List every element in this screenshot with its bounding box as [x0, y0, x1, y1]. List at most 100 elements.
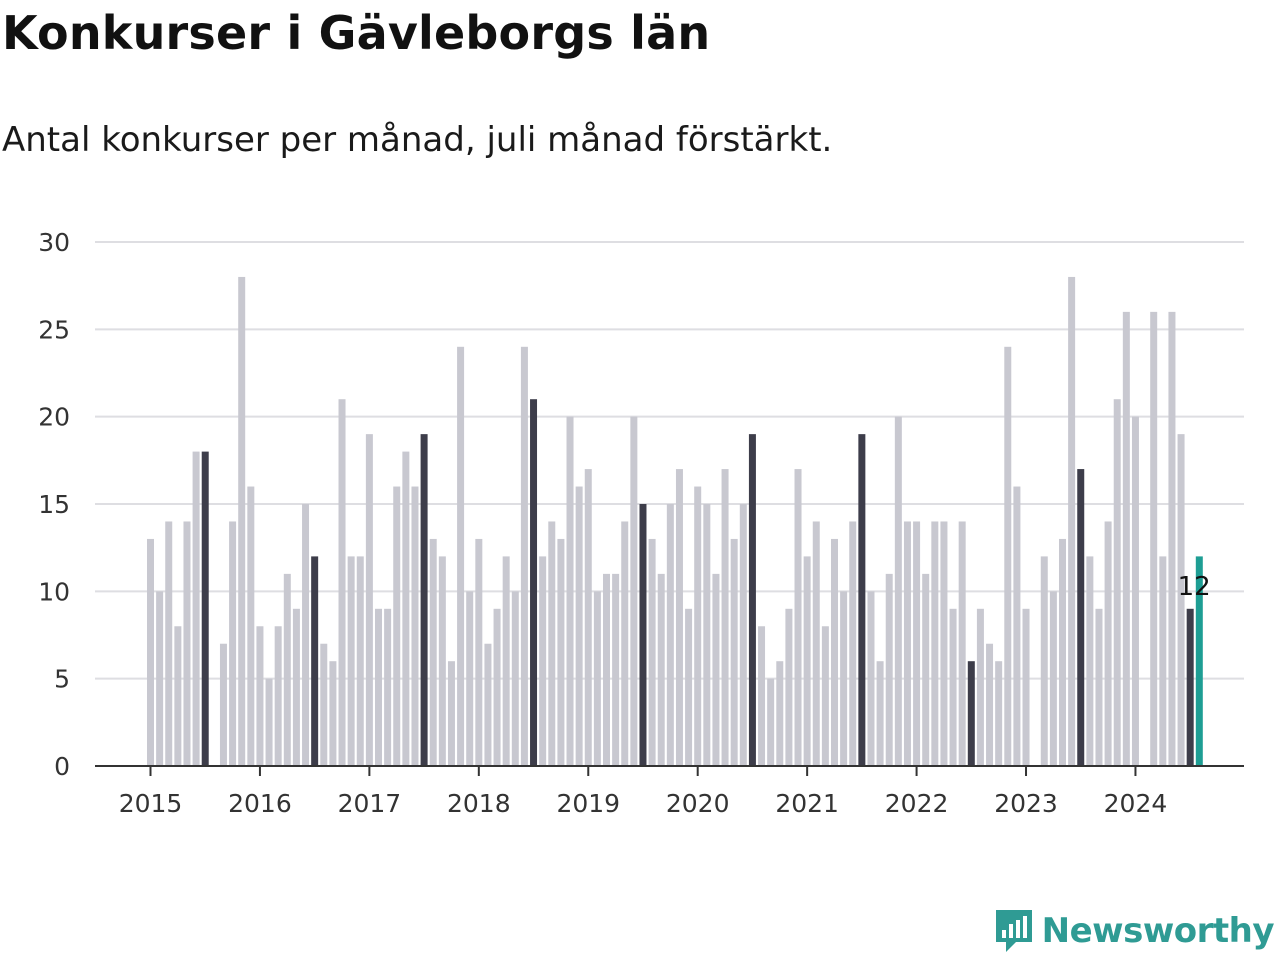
bar — [566, 416, 574, 766]
bar — [229, 521, 237, 766]
x-tick-label: 2020 — [666, 789, 730, 818]
bar — [393, 486, 401, 766]
bar — [1168, 311, 1176, 766]
bar — [219, 643, 227, 766]
bar — [903, 521, 911, 766]
bar — [748, 434, 756, 766]
bar — [1150, 311, 1158, 766]
bar — [165, 521, 173, 766]
bar — [812, 521, 820, 766]
bar — [156, 591, 164, 766]
bar — [666, 504, 674, 766]
bar — [1022, 608, 1030, 766]
bar — [1004, 346, 1012, 766]
bar — [730, 538, 738, 766]
bar — [958, 521, 966, 766]
chart-title: Konkurser i Gävleborgs län — [2, 6, 711, 60]
bar — [1049, 591, 1057, 766]
bar — [338, 399, 346, 766]
bar — [320, 643, 328, 766]
bar — [147, 538, 154, 766]
bar — [530, 399, 538, 766]
bar — [913, 521, 921, 766]
x-tick-label: 2017 — [338, 789, 402, 818]
bar — [894, 416, 902, 766]
y-tick-label: 30 — [38, 228, 70, 257]
bar — [1195, 556, 1203, 766]
bar — [831, 538, 838, 766]
bar — [283, 573, 291, 766]
bar — [548, 521, 556, 766]
x-tick-label: 2022 — [885, 789, 949, 818]
bar — [584, 469, 592, 766]
bar — [885, 573, 893, 766]
bar — [1059, 538, 1066, 766]
bar — [520, 346, 528, 766]
bar — [949, 608, 957, 766]
bar — [603, 573, 610, 766]
bar — [493, 608, 501, 766]
bar — [466, 591, 474, 766]
bar — [1131, 416, 1139, 766]
bar — [685, 608, 693, 766]
bar — [1186, 608, 1194, 766]
bar — [922, 573, 930, 766]
bar — [511, 591, 519, 766]
bar — [1104, 521, 1112, 766]
logo-bar-4 — [1022, 916, 1027, 938]
bar — [703, 504, 711, 766]
bar — [575, 486, 583, 766]
bar — [1077, 469, 1085, 766]
bar — [1040, 556, 1048, 766]
bar — [630, 416, 638, 766]
y-tick-label: 10 — [38, 577, 70, 606]
bar — [657, 573, 665, 766]
bar — [347, 556, 355, 766]
bar — [803, 556, 811, 766]
bar — [365, 434, 373, 766]
bar — [557, 538, 565, 766]
bar — [238, 276, 246, 766]
bar — [840, 591, 848, 766]
bar — [247, 486, 255, 766]
bar — [712, 573, 720, 766]
logo-bar-2 — [1008, 924, 1013, 938]
bar — [329, 661, 337, 766]
x-tick-label: 2015 — [119, 789, 183, 818]
bar — [794, 469, 802, 766]
bar — [1086, 556, 1094, 766]
bar — [967, 661, 975, 766]
brand-logo: Newsworthy — [994, 908, 1275, 954]
bar — [256, 626, 264, 766]
y-tick-label: 5 — [54, 665, 70, 694]
bar — [767, 678, 775, 766]
bar — [539, 556, 547, 766]
logo-bar-1 — [1001, 930, 1006, 938]
bar — [785, 608, 793, 766]
newsworthy-logo-icon — [995, 910, 1032, 952]
bar — [858, 434, 866, 766]
bar — [384, 608, 392, 766]
bar — [694, 486, 702, 766]
bar — [502, 556, 510, 766]
bar — [174, 626, 182, 766]
data-label: 12 — [1178, 572, 1211, 602]
bar — [429, 538, 437, 766]
bar — [931, 521, 939, 766]
bar — [776, 661, 784, 766]
bar — [274, 626, 282, 766]
bar — [995, 661, 1003, 766]
bar — [639, 504, 647, 766]
bar — [986, 643, 994, 766]
bar — [302, 504, 310, 766]
y-tick-label: 15 — [38, 490, 70, 519]
bar — [292, 608, 300, 766]
bar — [593, 591, 601, 766]
chart-subtitle: Antal konkurser per månad, juli månad fö… — [2, 120, 833, 160]
y-tick-label: 25 — [38, 315, 70, 344]
bar — [758, 626, 766, 766]
bar — [411, 486, 419, 766]
y-tick-label: 0 — [54, 752, 70, 781]
bar — [375, 608, 382, 766]
